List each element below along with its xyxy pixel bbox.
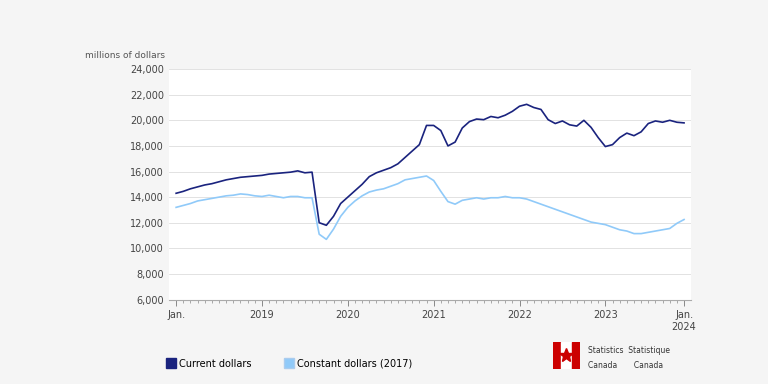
Text: Statistics  Statistique: Statistics Statistique (588, 346, 670, 354)
Bar (571, 342, 580, 369)
Text: Canada       Canada: Canada Canada (588, 361, 663, 370)
Bar (561, 342, 571, 369)
Text: millions of dollars: millions of dollars (85, 51, 165, 60)
Legend: Current dollars, Constant dollars (2017): Current dollars, Constant dollars (2017) (164, 355, 416, 373)
Bar (553, 342, 561, 369)
